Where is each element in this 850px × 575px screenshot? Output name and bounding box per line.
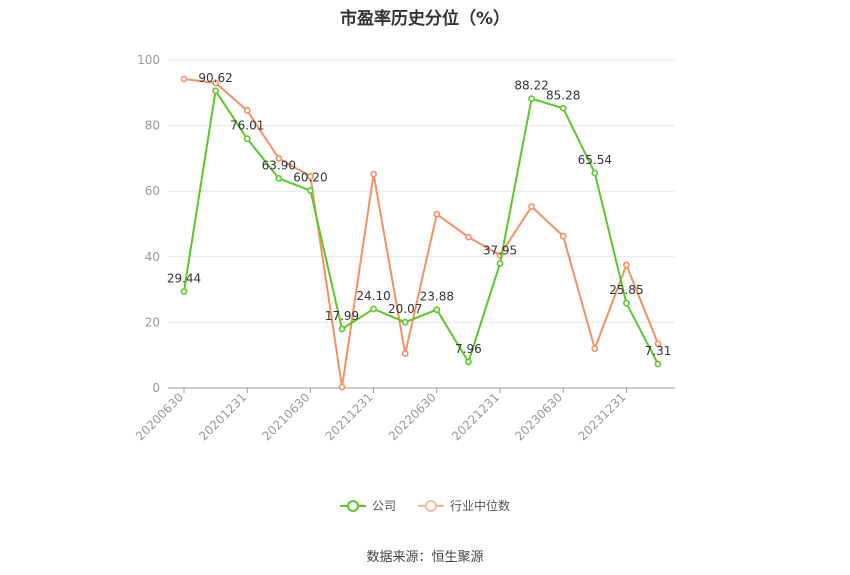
data-point-company — [243, 135, 251, 143]
data-label: 88.22 — [514, 79, 548, 93]
x-tick-label: 20210630 — [259, 390, 312, 443]
legend: 公司 行业中位数 — [0, 497, 850, 514]
data-source: 数据来源：恒生聚源 — [366, 550, 484, 565]
data-point-company — [275, 175, 283, 182]
data-label: 63.90 — [262, 158, 296, 172]
legend-swatch-industry-median — [418, 499, 444, 513]
data-point-industry-median — [180, 75, 188, 83]
data-label: 24.10 — [356, 289, 390, 303]
data-point-company — [433, 306, 441, 314]
y-tick-label: 80 — [145, 119, 160, 133]
data-point-company — [370, 305, 377, 313]
data-label: 20.07 — [388, 302, 422, 316]
legend-label-industry-median: 行业中位数 — [450, 499, 511, 513]
data-point-industry-median — [591, 345, 599, 353]
data-label: 25.85 — [609, 283, 643, 297]
data-point-company — [180, 288, 188, 295]
line-chart: 0 20 40 60 80 100 20200630 20201231 20210630 2021… — [133, 53, 675, 443]
data-point-industry-median — [338, 383, 346, 391]
x-tick-label: 20200630 — [133, 390, 186, 443]
y-tick-label: 60 — [145, 184, 160, 198]
x-tick-label: 20201231 — [196, 390, 249, 443]
data-label: 65.54 — [578, 153, 612, 167]
data-point-company — [464, 358, 472, 366]
data-point-company — [496, 260, 504, 267]
y-tick-label: 20 — [145, 315, 160, 329]
series-line-industry-median — [183, 78, 659, 389]
y-tick-label: 100 — [137, 53, 160, 67]
x-tick-label: 20221231 — [449, 390, 502, 443]
data-point-industry-median — [623, 261, 630, 269]
data-point-company — [654, 360, 662, 368]
y-tick-label: 40 — [145, 250, 160, 264]
data-label: 37.95 — [483, 244, 517, 258]
data-point-industry-median — [464, 233, 472, 241]
data-point-company — [212, 87, 219, 95]
legend-item-industry-median[interactable]: 行业中位数 — [418, 497, 510, 514]
data-label: 60.20 — [293, 171, 327, 185]
data-point-industry-median — [370, 170, 377, 178]
x-tick-label: 20211231 — [323, 390, 376, 443]
data-label: 76.01 — [230, 119, 264, 133]
data-point-company — [306, 187, 314, 194]
x-tick-label: 20230630 — [512, 390, 565, 443]
data-point-industry-median — [433, 210, 441, 218]
legend-label-company: 公司 — [371, 499, 396, 513]
data-label: 7.96 — [455, 342, 482, 356]
data-point-company — [559, 104, 567, 112]
data-point-industry-median — [654, 340, 662, 348]
legend-item-company[interactable]: 公司 — [339, 497, 396, 514]
data-point-industry-median — [243, 107, 251, 114]
series-line-company — [183, 89, 659, 365]
chart-title: 市盈率历史分位（%） — [339, 9, 511, 29]
legend-swatch-company — [339, 499, 366, 513]
data-point-company — [338, 325, 346, 333]
data-label: 7.31 — [645, 344, 672, 358]
data-label: 23.88 — [420, 290, 454, 304]
x-tick-label: 20220630 — [386, 390, 439, 443]
x-tick-label: 20231231 — [575, 390, 628, 443]
data-point-company — [591, 169, 599, 177]
data-point-company — [528, 95, 535, 103]
data-label: 85.28 — [546, 88, 580, 102]
data-point-industry-median — [275, 154, 283, 162]
y-tick-label: 0 — [152, 381, 160, 395]
data-point-company — [401, 318, 409, 326]
data-label: 17.99 — [325, 309, 359, 323]
data-label: 29.44 — [167, 271, 201, 285]
data-point-industry-median — [401, 350, 409, 357]
data-point-industry-median — [306, 173, 314, 180]
data-point-industry-median — [528, 203, 535, 211]
data-point-industry-median — [212, 79, 219, 87]
data-point-company — [623, 299, 630, 307]
data-label: 90.62 — [198, 71, 232, 85]
data-point-industry-median — [559, 232, 567, 240]
